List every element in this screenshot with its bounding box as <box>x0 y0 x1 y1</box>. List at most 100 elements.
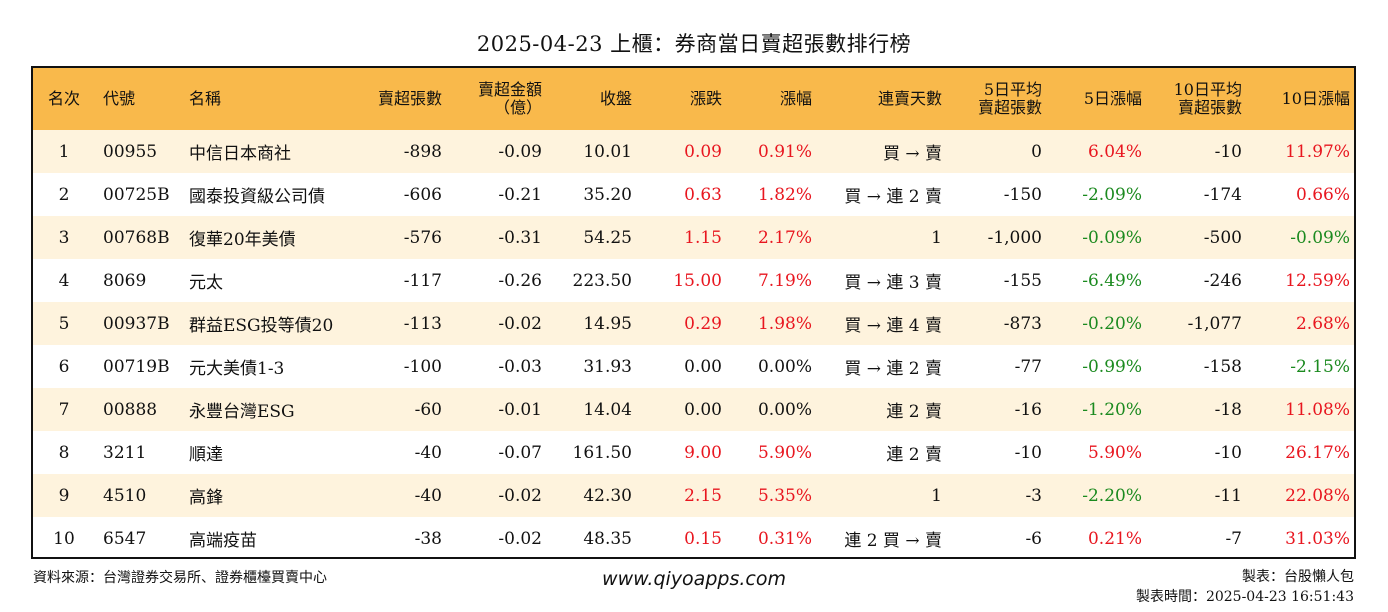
cell-pct5: 0.21% <box>1087 528 1142 549</box>
page-title: 2025-04-23 上櫃：券商當日賣超張數排行榜 <box>476 32 912 56</box>
cell-change-pct: 1.98% <box>757 313 812 334</box>
cell-avg5: -873 <box>1003 313 1042 334</box>
column-header: 代號 <box>103 89 136 108</box>
cell-rank: 2 <box>58 184 70 205</box>
cell-code: 00719B <box>103 356 170 377</box>
cell-rank: 5 <box>58 313 70 334</box>
cell-rank: 8 <box>58 442 70 463</box>
cell-days: 連 2 賣 <box>886 402 942 422</box>
cell-avg10: -11 <box>1214 485 1242 506</box>
cell-days: 買 → 連 4 賣 <box>844 316 942 336</box>
cell-name: 順達 <box>189 445 223 465</box>
cell-avg10: -10 <box>1214 442 1242 463</box>
cell-rank: 10 <box>53 528 75 549</box>
cell-pct5: 5.90% <box>1087 442 1142 463</box>
cell-pct5: -0.20% <box>1082 313 1142 334</box>
cell-close: 14.95 <box>583 313 632 334</box>
table-row: 7 00888 永豐台灣ESG -60 -0.01 14.04 0.00 0.00% 連 2 賣… <box>33 388 1354 431</box>
cell-days: 1 <box>931 227 942 248</box>
cell-name: 中信日本商社 <box>189 144 291 164</box>
cell-change: 2.15 <box>684 485 722 506</box>
cell-code: 00768B <box>103 227 170 248</box>
cell-name: 群益ESG投等債20 <box>189 316 334 336</box>
cell-sell-vol: -117 <box>403 270 442 291</box>
cell-pct10: 26.17% <box>1285 442 1350 463</box>
cell-days: 連 2 賣 <box>886 445 942 465</box>
cell-change: 0.29 <box>684 313 722 334</box>
cell-change-pct: 0.00% <box>757 399 812 420</box>
cell-code: 3211 <box>103 442 147 463</box>
cell-close: 14.04 <box>583 399 632 420</box>
cell-avg10: -10 <box>1214 141 1242 162</box>
cell-rank: 9 <box>58 485 70 506</box>
column-header: 收盤 <box>599 89 632 108</box>
column-header: 賣超張數 <box>377 89 442 108</box>
cell-name: 高端疫苗 <box>189 531 257 551</box>
cell-rank: 1 <box>58 141 70 162</box>
cell-pct10: 31.03% <box>1285 528 1350 549</box>
column-header: 10日漲幅 <box>1281 89 1350 108</box>
cell-sell-amt: -0.26 <box>498 270 542 291</box>
cell-change: 0.00 <box>684 399 722 420</box>
website-link[interactable]: www.qiyoapps.com <box>602 568 786 590</box>
cell-sell-amt: -0.07 <box>498 442 542 463</box>
cell-sell-vol: -606 <box>403 184 442 205</box>
cell-change-pct: 2.17% <box>757 227 812 248</box>
cell-avg5: -10 <box>1014 442 1042 463</box>
cell-sell-amt: -0.02 <box>498 528 542 549</box>
cell-change-pct: 5.90% <box>757 442 812 463</box>
cell-close: 161.50 <box>572 442 632 463</box>
table-row: 4 8069 元太 -117 -0.26 223.50 15.00 7.19% 買 → 連 3 … <box>33 259 1354 302</box>
cell-sell-amt: -0.02 <box>498 485 542 506</box>
cell-avg10: -7 <box>1225 528 1242 549</box>
data-source: 資料來源：台灣證券交易所、證券櫃檯買賣中心 <box>33 570 327 586</box>
cell-code: 4510 <box>103 485 147 506</box>
cell-name: 永豐台灣ESG <box>189 402 295 422</box>
made-time: 製表時間：2025-04-23 16:51:43 <box>1135 589 1354 605</box>
cell-days: 1 <box>931 485 942 506</box>
cell-sell-amt: -0.31 <box>498 227 542 248</box>
cell-pct10: 2.68% <box>1295 313 1350 334</box>
cell-pct5: 6.04% <box>1087 141 1142 162</box>
column-header: 5日漲幅 <box>1083 89 1142 108</box>
cell-avg10: -18 <box>1214 399 1242 420</box>
cell-code: 6547 <box>103 528 147 549</box>
table-row: 10 6547 高端疫苗 -38 -0.02 48.35 0.15 0.31% 連 2 買 → … <box>33 517 1354 557</box>
cell-pct5: -2.09% <box>1082 184 1142 205</box>
cell-days: 連 2 買 → 賣 <box>844 531 942 551</box>
cell-change-pct: 7.19% <box>757 270 812 291</box>
cell-pct10: -2.15% <box>1290 356 1350 377</box>
cell-change-pct: 0.91% <box>757 141 812 162</box>
table-row: 3 00768B 復華20年美債 -576 -0.31 54.25 1.15 2.17% 1 -1… <box>33 216 1354 259</box>
cell-change: 0.00 <box>684 356 722 377</box>
cell-rank: 7 <box>58 399 70 420</box>
cell-sell-vol: -898 <box>403 141 442 162</box>
cell-sell-vol: -576 <box>403 227 442 248</box>
table-row: 2 00725B 國泰投資級公司債 -606 -0.21 35.20 0.63 1.82% 買 … <box>33 173 1354 216</box>
footer-info: 製表：台股懶人包 製表時間：2025-04-23 16:51:43 <box>1136 567 1354 607</box>
cell-pct10: 12.59% <box>1285 270 1350 291</box>
cell-sell-amt: -0.01 <box>498 399 542 420</box>
cell-rank: 6 <box>58 356 70 377</box>
cell-change: 0.15 <box>684 528 722 549</box>
cell-pct10: -0.09% <box>1290 227 1350 248</box>
cell-avg5: -6 <box>1025 528 1042 549</box>
cell-sell-vol: -100 <box>403 356 442 377</box>
table-body: 1 00955 中信日本商社 -898 -0.09 10.01 0.09 0.91% 買 → 賣… <box>33 130 1354 557</box>
table-row: 6 00719B 元大美債1-3 -100 -0.03 31.93 0.00 0.00% 買 →… <box>33 345 1354 388</box>
table-header-row: 名次 代號 名稱 賣超張數 賣超金額 （億） 收盤 漲跌 漲幅 連賣天數 5日平均 賣超張數 5日漲幅 1… <box>33 68 1354 130</box>
cell-change: 0.63 <box>684 184 722 205</box>
cell-change: 15.00 <box>673 270 722 291</box>
cell-code: 00888 <box>103 399 158 420</box>
cell-sell-amt: -0.21 <box>498 184 542 205</box>
cell-change-pct: 5.35% <box>757 485 812 506</box>
cell-close: 48.35 <box>583 528 632 549</box>
cell-avg10: -1,077 <box>1187 313 1242 334</box>
cell-avg5: -77 <box>1014 356 1042 377</box>
cell-name: 復華20年美債 <box>189 230 296 250</box>
column-header: 連賣天數 <box>877 89 942 108</box>
maker-label: 製表：台股懶人包 <box>1242 569 1354 585</box>
cell-pct10: 11.08% <box>1285 399 1350 420</box>
cell-pct10: 11.97% <box>1285 141 1350 162</box>
cell-name: 元大美債1-3 <box>189 359 285 379</box>
